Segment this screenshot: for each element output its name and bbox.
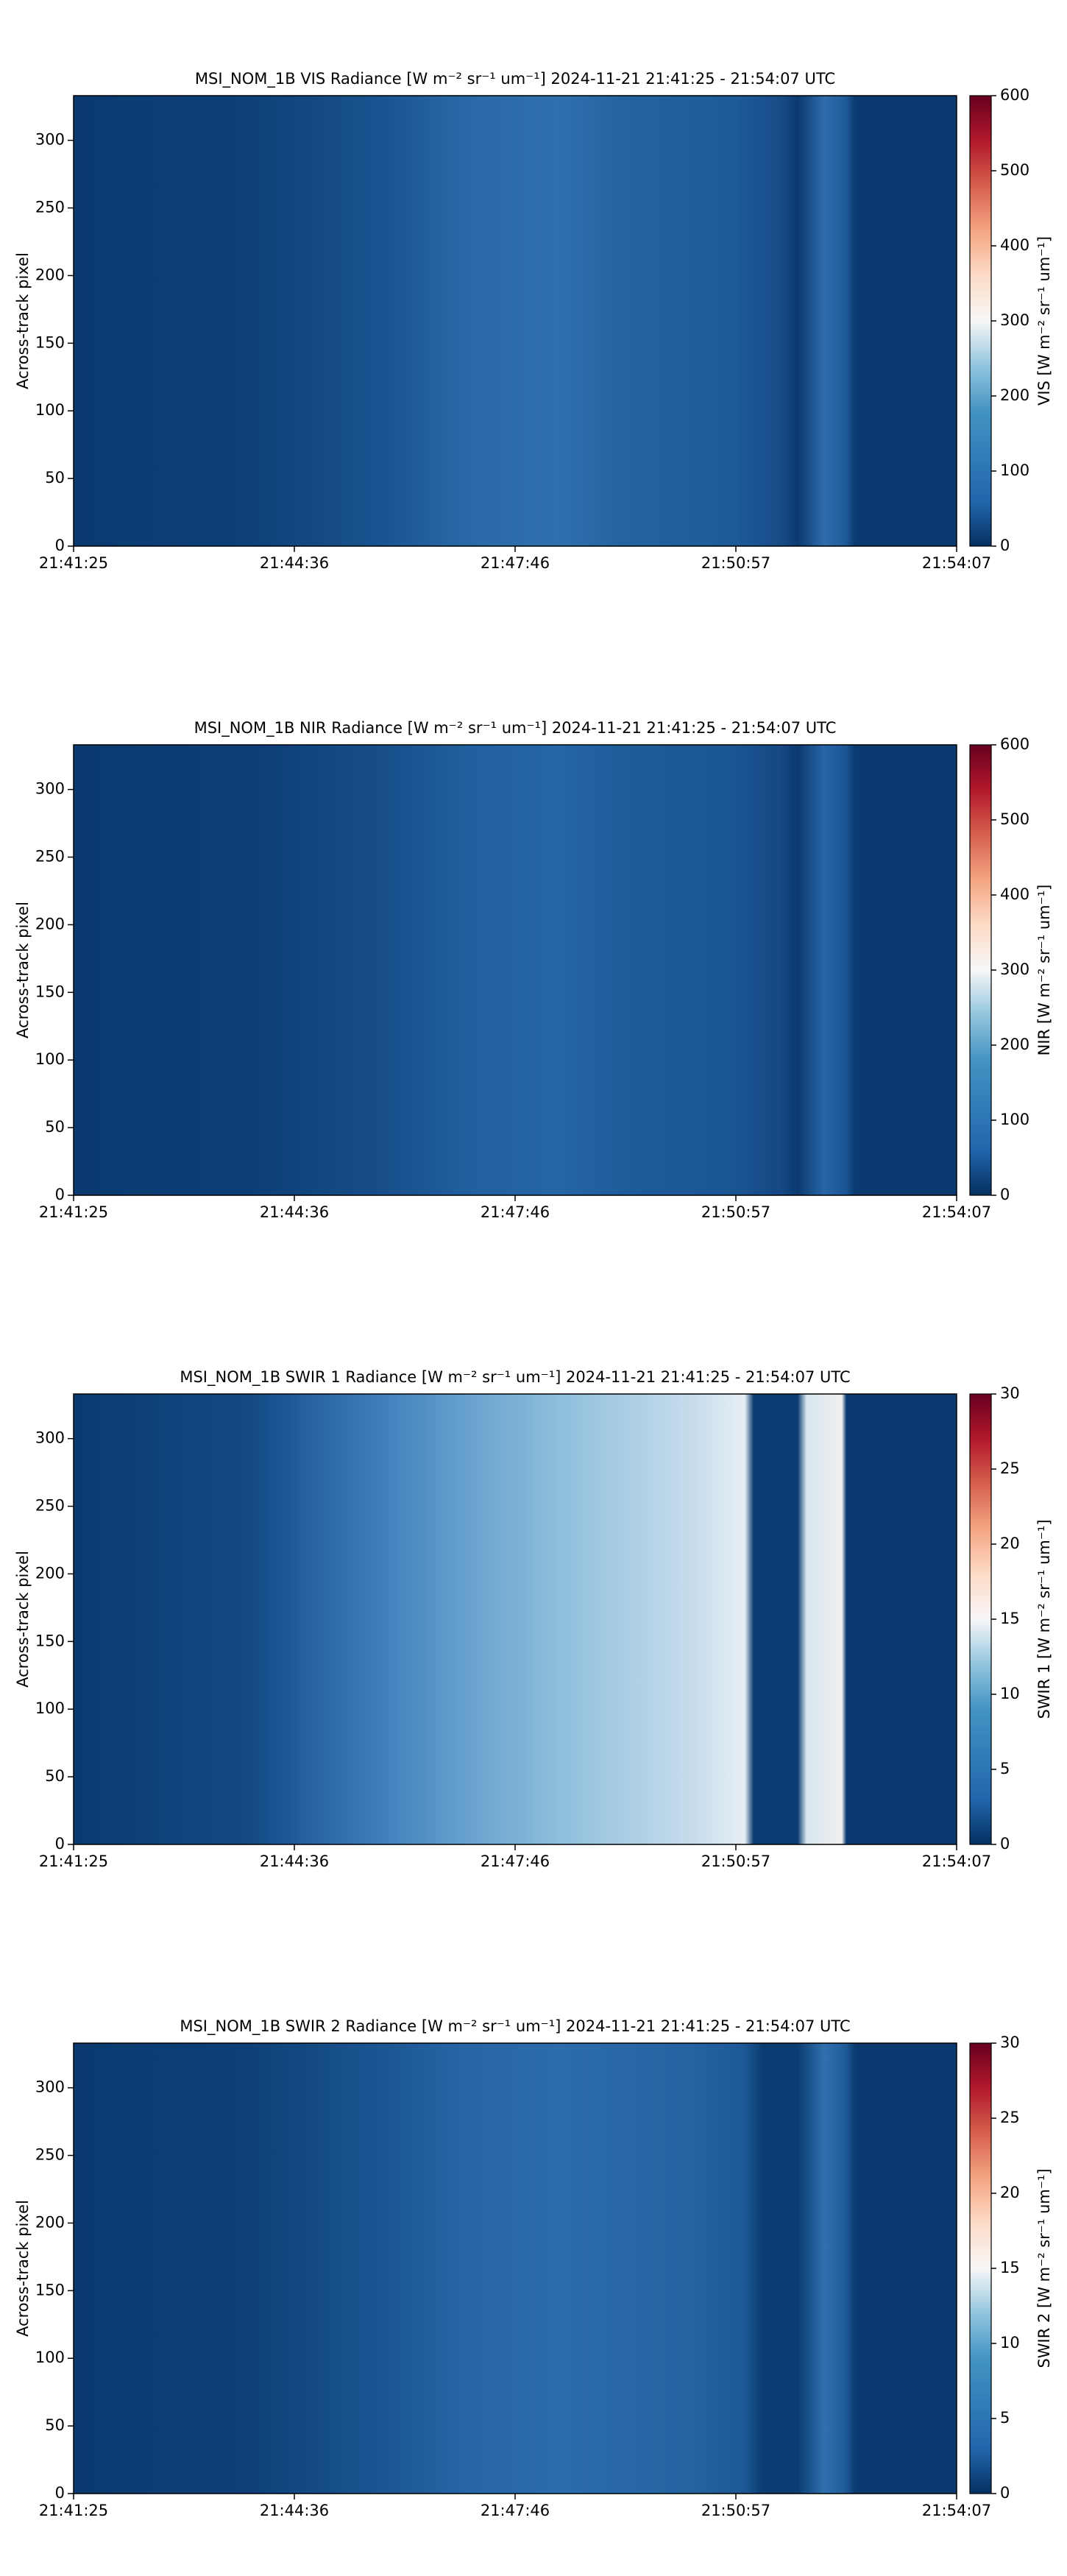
heatmap-image bbox=[74, 96, 957, 546]
y-tick-label: 0 bbox=[55, 537, 65, 554]
colorbar bbox=[969, 1393, 992, 1845]
x-tick-label: 21:54:07 bbox=[922, 1853, 991, 1870]
colorbar-tick-label: 300 bbox=[1000, 960, 1029, 978]
y-axis-label: Across-track pixel bbox=[14, 902, 32, 1038]
x-tick-label: 21:41:25 bbox=[39, 2502, 108, 2519]
y-axis-label: Across-track pixel bbox=[14, 252, 32, 389]
panel-title: MSI_NOM_1B SWIR 2 Radiance [W m⁻² sr⁻¹ u… bbox=[180, 2017, 850, 2036]
colorbar-tick-label: 0 bbox=[1000, 1186, 1010, 1203]
colorbar-tick-label: 25 bbox=[1000, 2109, 1020, 2126]
y-tick-label: 250 bbox=[35, 2146, 65, 2164]
colorbar-label: VIS [W m⁻² sr⁻¹ um⁻¹] bbox=[1035, 236, 1053, 406]
y-tick-label: 200 bbox=[35, 1564, 65, 1582]
y-tick-label: 300 bbox=[35, 780, 65, 798]
y-tick-label: 250 bbox=[35, 1497, 65, 1515]
colorbar-tick-label: 500 bbox=[1000, 161, 1029, 179]
colorbar-tick-label: 20 bbox=[1000, 2184, 1020, 2201]
colorbar-tick-label: 0 bbox=[1000, 537, 1010, 554]
colorbar-tick-label: 10 bbox=[1000, 2334, 1020, 2352]
y-tick-label: 200 bbox=[35, 915, 65, 933]
heatmap-image bbox=[74, 1394, 957, 1844]
x-tick-label: 21:41:25 bbox=[39, 1853, 108, 1870]
colorbar-label: SWIR 2 [W m⁻² sr⁻¹ um⁻¹] bbox=[1035, 2168, 1053, 2368]
colorbar-tick-label: 5 bbox=[1000, 2409, 1010, 2427]
x-tick-label: 21:50:57 bbox=[701, 554, 770, 572]
panel-title: MSI_NOM_1B VIS Radiance [W m⁻² sr⁻¹ um⁻¹… bbox=[195, 70, 835, 88]
colorbar-tick-label: 0 bbox=[1000, 1835, 1010, 1853]
y-tick-label: 100 bbox=[35, 1699, 65, 1717]
colorbar bbox=[969, 744, 992, 1196]
colorbar-label: NIR [W m⁻² sr⁻¹ um⁻¹] bbox=[1035, 885, 1053, 1056]
colorbar-tick-label: 600 bbox=[1000, 735, 1029, 753]
colorbar-tick-label: 500 bbox=[1000, 810, 1029, 828]
x-tick-label: 21:54:07 bbox=[922, 1203, 991, 1221]
y-tick-label: 100 bbox=[35, 401, 65, 419]
colorbar-label: SWIR 1 [W m⁻² sr⁻¹ um⁻¹] bbox=[1035, 1519, 1053, 1719]
y-tick-label: 300 bbox=[35, 1429, 65, 1447]
y-tick-label: 150 bbox=[35, 2281, 65, 2299]
y-tick-label: 50 bbox=[45, 1118, 65, 1136]
colorbar-tick-label: 30 bbox=[1000, 2034, 1020, 2051]
colorbar-tick-label: 20 bbox=[1000, 1535, 1020, 1552]
colorbar-tick-label: 400 bbox=[1000, 236, 1029, 254]
x-tick-label: 21:54:07 bbox=[922, 2502, 991, 2519]
colorbar-tick-label: 25 bbox=[1000, 1459, 1020, 1477]
colorbar-tick-label: 400 bbox=[1000, 885, 1029, 903]
colorbar-tick-label: 200 bbox=[1000, 386, 1029, 404]
y-tick-label: 0 bbox=[55, 1835, 65, 1853]
y-tick-label: 150 bbox=[35, 1632, 65, 1649]
colorbar bbox=[969, 2042, 992, 2494]
x-tick-label: 21:47:46 bbox=[481, 554, 550, 572]
x-tick-label: 21:50:57 bbox=[701, 1203, 770, 1221]
y-tick-label: 50 bbox=[45, 469, 65, 486]
colorbar-tick-label: 0 bbox=[1000, 2484, 1010, 2502]
x-tick-label: 21:47:46 bbox=[481, 2502, 550, 2519]
x-tick-label: 21:44:36 bbox=[260, 1203, 329, 1221]
colorbar-tick-label: 300 bbox=[1000, 311, 1029, 329]
panel-title: MSI_NOM_1B SWIR 1 Radiance [W m⁻² sr⁻¹ u… bbox=[180, 1368, 850, 1387]
colorbar-tick-label: 100 bbox=[1000, 1111, 1029, 1128]
x-tick-label: 21:47:46 bbox=[481, 1203, 550, 1221]
x-tick-label: 21:50:57 bbox=[701, 2502, 770, 2519]
y-tick-label: 100 bbox=[35, 1050, 65, 1068]
colorbar bbox=[969, 95, 992, 547]
x-tick-label: 21:47:46 bbox=[481, 1853, 550, 1870]
x-tick-label: 21:41:25 bbox=[39, 554, 108, 572]
y-axis-label: Across-track pixel bbox=[14, 1551, 32, 1688]
y-tick-label: 300 bbox=[35, 2078, 65, 2096]
x-tick-label: 21:54:07 bbox=[922, 554, 991, 572]
y-tick-label: 50 bbox=[45, 2416, 65, 2434]
x-tick-label: 21:44:36 bbox=[260, 2502, 329, 2519]
panel-title: MSI_NOM_1B NIR Radiance [W m⁻² sr⁻¹ um⁻¹… bbox=[194, 719, 837, 737]
x-tick-label: 21:44:36 bbox=[260, 554, 329, 572]
colorbar-tick-label: 15 bbox=[1000, 1610, 1020, 1627]
y-tick-label: 0 bbox=[55, 2484, 65, 2502]
y-axis-label: Across-track pixel bbox=[14, 2200, 32, 2337]
y-tick-label: 50 bbox=[45, 1767, 65, 1785]
colorbar-tick-label: 5 bbox=[1000, 1760, 1010, 1777]
x-tick-label: 21:44:36 bbox=[260, 1853, 329, 1870]
y-tick-label: 200 bbox=[35, 266, 65, 283]
heatmap-image bbox=[74, 2043, 957, 2494]
y-tick-label: 150 bbox=[35, 333, 65, 351]
y-tick-label: 100 bbox=[35, 2349, 65, 2366]
x-tick-label: 21:50:57 bbox=[701, 1853, 770, 1870]
colorbar-tick-label: 30 bbox=[1000, 1384, 1020, 1402]
colorbar-tick-label: 600 bbox=[1000, 86, 1029, 104]
y-tick-label: 200 bbox=[35, 2213, 65, 2231]
y-tick-label: 300 bbox=[35, 131, 65, 149]
x-tick-label: 21:41:25 bbox=[39, 1203, 108, 1221]
y-tick-label: 250 bbox=[35, 199, 65, 216]
colorbar-tick-label: 10 bbox=[1000, 1685, 1020, 1702]
y-tick-label: 150 bbox=[35, 983, 65, 1000]
colorbar-tick-label: 100 bbox=[1000, 461, 1029, 479]
colorbar-tick-label: 15 bbox=[1000, 2259, 1020, 2276]
y-tick-label: 250 bbox=[35, 848, 65, 866]
colorbar-tick-label: 200 bbox=[1000, 1036, 1029, 1053]
y-tick-label: 0 bbox=[55, 1186, 65, 1203]
heatmap-image bbox=[74, 745, 957, 1195]
